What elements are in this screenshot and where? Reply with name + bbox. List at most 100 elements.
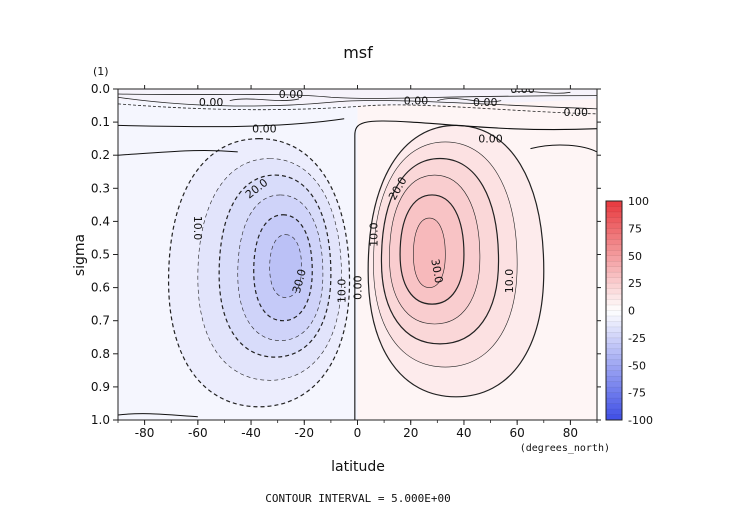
y-axis: 0.0 0.1 0.2 0.3 0.4 0.5 0.6 0.7 0.8 0.9 1.0: [91, 82, 601, 427]
contour-label: 0.00: [352, 275, 365, 300]
x-axis-title: latitude: [331, 459, 385, 475]
contour-label: 0.00: [478, 133, 503, 146]
x-tick-label: -60: [188, 426, 208, 440]
y-tick-label: 0.0: [91, 82, 110, 96]
upper-contour-2: [118, 103, 597, 115]
svg-text:10.0: 10.0: [336, 279, 349, 304]
zero-contour-upper-south: [118, 118, 345, 128]
colorbar-segment: [606, 414, 622, 421]
colorbar-segment: [606, 239, 622, 246]
colorbar-segment: [606, 233, 622, 240]
colorbar-segment: [606, 277, 622, 284]
x-tick-label: -80: [135, 426, 155, 440]
colorbar-tick-label: -50: [628, 359, 646, 372]
y-tick-label: 1.0: [91, 413, 110, 427]
colorbar-segment: [606, 365, 622, 372]
x-tick-label: 40: [456, 426, 471, 440]
colorbar-segment: [606, 343, 622, 350]
y-axis-title: sigma: [72, 234, 88, 276]
colorbar-segment: [606, 261, 622, 267]
contour-label: 30.0: [428, 258, 445, 284]
svg-text:10.0: 10.0: [367, 222, 380, 247]
y-tick-label: 0.7: [91, 314, 110, 328]
contour-label: 0.00: [199, 96, 224, 109]
colorbar-tick-label: -100: [628, 414, 653, 427]
y-tick-label: 0.9: [91, 380, 110, 394]
x-tick-label: 80: [563, 426, 578, 440]
colorbar-segment: [606, 381, 622, 388]
x-tick-label: 60: [510, 426, 525, 440]
x-tick-label: -20: [294, 426, 314, 440]
svg-text:0.00: 0.00: [404, 95, 429, 108]
colorbar-segment: [606, 244, 622, 251]
y-tick-label: 0.1: [91, 115, 110, 129]
zero-contour-bottom: [118, 413, 198, 418]
svg-text:0.00: 0.00: [510, 83, 535, 96]
colorbar-segment: [606, 250, 622, 257]
southern-cell-contour-6: [269, 234, 302, 298]
colorbar-frame: [605, 200, 623, 421]
contour-label: 0.00: [563, 106, 588, 119]
contour-interval-label: CONTOUR INTERVAL = 5.000E+00: [265, 492, 450, 505]
colorbar-segment: [606, 294, 622, 300]
x-tick-label: -40: [241, 426, 261, 440]
colorbar-segment: [606, 255, 622, 262]
colorbar-segment: [606, 228, 622, 235]
colorbar-segment: [606, 310, 622, 317]
zero-contour-edge-north: [530, 144, 597, 153]
x-tick-label: 0: [354, 426, 362, 440]
colorbar-segment: [606, 206, 622, 213]
colorbar-segment: [606, 305, 622, 311]
colorbar-tick-label: 50: [628, 250, 642, 263]
zero-contour-edge-south: [118, 150, 238, 156]
colorbar-segment: [606, 403, 622, 410]
colorbar-segment: [606, 359, 622, 366]
zero-contour-main: [354, 120, 597, 420]
colorbar: 100 75 50 25 0 -25 -50 -75 -100: [605, 195, 653, 427]
svg-text:0.00: 0.00: [563, 106, 588, 119]
colorbar-segment: [606, 348, 622, 355]
colorbar-segment: [606, 392, 622, 399]
colorbar-tick-label: -75: [628, 387, 646, 400]
upper-contour-6: [511, 90, 571, 94]
colorbar-segment: [606, 283, 622, 289]
colorbar-segment: [606, 387, 622, 393]
x-axis: -80 -60 -40 -20 0 20 40 60 80: [117, 85, 598, 440]
upper-contour-1: [118, 96, 597, 110]
colorbar-segment: [606, 337, 622, 344]
upper-contour-4: [229, 98, 300, 101]
contour-label: 0.00: [510, 83, 535, 96]
upper-contour-3: [118, 93, 597, 99]
contour-labels: 0.000.000.00 0.000.000.000.000.0020.010.0…: [191, 83, 588, 304]
colorbar-segment: [606, 398, 622, 404]
contour-label: 10.0: [336, 279, 349, 304]
x-units-label: (degrees_north): [520, 443, 610, 454]
colorbar-segment: [606, 201, 622, 207]
colorbar-segment: [606, 266, 622, 273]
contour-label: 0.00: [473, 96, 498, 109]
svg-text:0.00: 0.00: [478, 133, 503, 146]
svg-text:30.0: 30.0: [290, 268, 309, 295]
y-tick-label: 0.6: [91, 281, 110, 295]
contour-label: 10.0: [503, 269, 516, 294]
contour-label: 10.0: [367, 222, 380, 247]
upper-contour-5: [437, 98, 502, 103]
colorbar-segment: [606, 354, 622, 361]
svg-text:10.0: 10.0: [191, 216, 204, 241]
y-tick-label: 0.2: [91, 148, 110, 162]
svg-text:0.00: 0.00: [199, 96, 224, 109]
colorbar-tick-label: -25: [628, 332, 646, 345]
colorbar-segment: [606, 321, 622, 328]
colorbar-tick-label: 75: [628, 222, 642, 235]
colorbar-segment: [606, 288, 622, 295]
colorbar-segment: [606, 211, 622, 218]
colorbar-segment: [606, 299, 622, 306]
svg-text:0.00: 0.00: [279, 88, 304, 101]
svg-text:0.00: 0.00: [252, 123, 277, 136]
colorbar-segment: [606, 315, 622, 322]
contour-label: 0.00: [404, 95, 429, 108]
colorbar-tick-label: 100: [628, 195, 649, 208]
colorbar-segment: [606, 222, 622, 229]
units-label: (1): [93, 65, 109, 78]
